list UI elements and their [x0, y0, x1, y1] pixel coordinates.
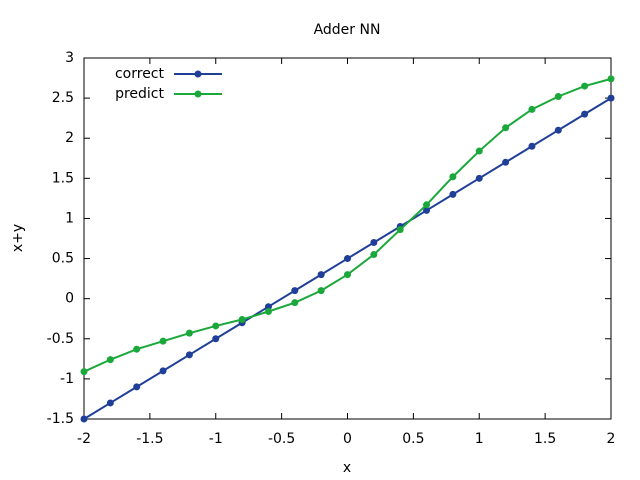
x-tick-label: -1.5: [136, 431, 163, 447]
data-point: [502, 158, 510, 166]
y-tick-label: 2.5: [52, 90, 74, 106]
data-point: [212, 335, 220, 343]
data-point: [370, 239, 378, 247]
data-point: [185, 351, 193, 359]
data-point: [423, 206, 431, 214]
x-tick-label: 2: [607, 431, 616, 447]
data-point: [528, 142, 536, 150]
data-point: [370, 251, 378, 259]
data-point: [528, 105, 536, 113]
x-tick-label: 1: [475, 431, 484, 447]
data-point: [581, 110, 589, 118]
data-point: [291, 299, 299, 307]
data-point: [317, 271, 325, 279]
data-point: [133, 383, 141, 391]
data-point: [396, 226, 404, 234]
data-point: [106, 399, 114, 407]
legend-swatch: [194, 70, 202, 78]
data-point: [238, 316, 246, 324]
data-point: [185, 329, 193, 337]
data-point: [475, 174, 483, 182]
data-point: [607, 94, 615, 102]
x-tick-label: 0: [343, 431, 352, 447]
y-tick-label: -1: [60, 371, 74, 387]
x-tick-label: 1.5: [534, 431, 556, 447]
y-tick-label: 3: [65, 50, 74, 66]
data-point: [344, 255, 351, 263]
y-tick-label: 1: [65, 210, 74, 226]
data-point: [449, 190, 457, 198]
data-point: [475, 147, 483, 155]
data-point: [291, 287, 299, 295]
data-point: [159, 337, 167, 345]
data-point: [423, 201, 431, 209]
data-point: [607, 75, 615, 83]
data-point: [159, 367, 167, 375]
data-point: [449, 173, 457, 181]
y-tick-label: -0.5: [47, 331, 74, 347]
data-point: [212, 322, 220, 330]
y-tick-label: 1.5: [52, 170, 74, 186]
y-tick-label: 0: [65, 291, 74, 307]
data-point: [80, 415, 88, 423]
y-tick-label: -1.5: [47, 411, 74, 427]
data-point: [264, 308, 272, 316]
legend-label: predict: [115, 86, 164, 102]
x-axis-label: x: [343, 460, 351, 476]
x-tick-label: 0.5: [402, 431, 424, 447]
series-line: [83, 77, 612, 373]
data-point: [317, 287, 325, 295]
data-point: [133, 345, 141, 353]
data-point: [554, 126, 562, 134]
x-tick-label: -2: [77, 431, 91, 447]
data-point: [80, 368, 88, 376]
data-point: [554, 93, 562, 101]
y-tick-label: 0.5: [52, 251, 74, 267]
x-tick-label: -1: [209, 431, 223, 447]
data-point: [581, 82, 589, 90]
y-axis-label: x+y: [10, 224, 26, 252]
x-tick-label: -0.5: [268, 431, 295, 447]
data-point: [106, 356, 114, 364]
data-point: [344, 271, 351, 279]
data-point: [264, 303, 272, 311]
y-tick-label: 2: [65, 130, 74, 146]
legend-swatch: [194, 90, 202, 98]
data-point: [502, 124, 510, 132]
chart-title: Adder NN: [314, 22, 381, 38]
legend-label: correct: [115, 66, 165, 82]
